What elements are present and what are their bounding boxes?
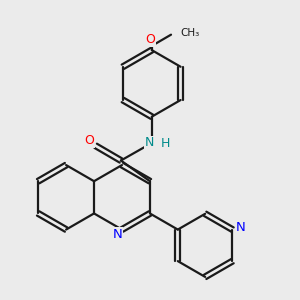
Text: H: H bbox=[160, 137, 170, 150]
Text: CH₃: CH₃ bbox=[181, 28, 200, 38]
Text: N: N bbox=[113, 228, 123, 241]
Text: O: O bbox=[84, 134, 94, 147]
Text: O: O bbox=[146, 33, 155, 46]
Text: N: N bbox=[144, 136, 154, 149]
Text: N: N bbox=[235, 221, 245, 234]
